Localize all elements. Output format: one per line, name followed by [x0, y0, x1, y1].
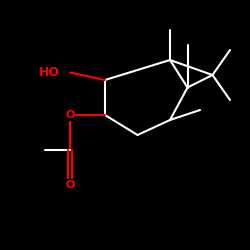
- Text: O: O: [65, 110, 75, 120]
- Text: HO: HO: [39, 66, 60, 79]
- Text: O: O: [65, 180, 75, 190]
